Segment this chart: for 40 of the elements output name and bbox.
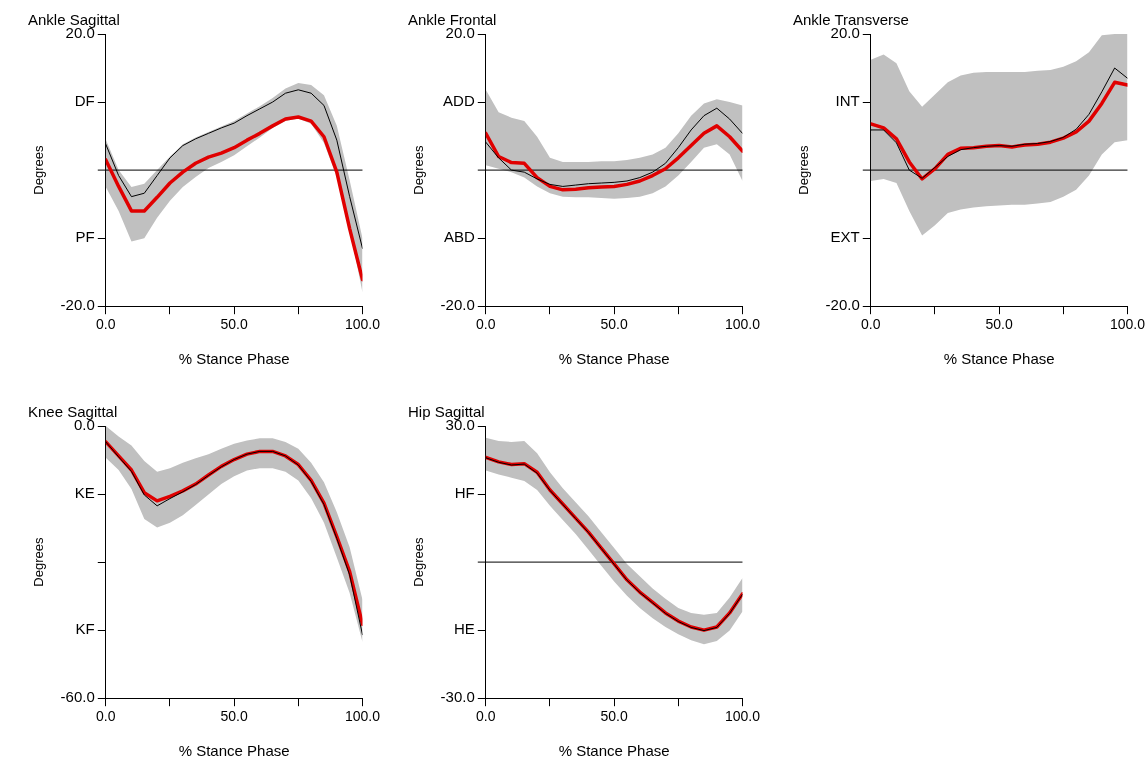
x-tick-label: 50.0: [220, 316, 248, 333]
x-tick-label: 100.0: [1109, 316, 1145, 333]
x-tick-label: 0.0: [476, 316, 496, 333]
y-tick-label: KF: [75, 620, 95, 638]
y-tick-label: HE: [453, 620, 475, 638]
y-tick-label: EXT: [830, 228, 860, 246]
x-tick-label: 100.0: [724, 316, 761, 333]
y-axis-title: Degrees: [411, 145, 427, 195]
x-axis-title: % Stance Phase: [558, 350, 670, 368]
x-tick-label: 50.0: [985, 316, 1013, 333]
x-tick-label: 0.0: [476, 708, 496, 725]
y-tick-label: -20.0: [60, 296, 95, 314]
x-axis-title: % Stance Phase: [558, 742, 670, 760]
x-axis-title: % Stance Phase: [178, 350, 290, 368]
x-tick-label: 100.0: [724, 708, 761, 725]
y-tick-label: HF: [454, 484, 475, 502]
y-tick-label: ADD: [443, 92, 475, 110]
y-tick-label: DF: [74, 92, 95, 110]
x-tick-label: 100.0: [344, 708, 381, 725]
x-axis-title: % Stance Phase: [943, 350, 1055, 368]
x-axis-title: % Stance Phase: [178, 742, 290, 760]
y-axis-title: Degrees: [796, 145, 812, 195]
y-tick-label: KE: [74, 484, 95, 502]
y-tick-label: ABD: [443, 228, 475, 246]
x-tick-label: 0.0: [861, 316, 881, 333]
y-tick-label: INT: [835, 92, 860, 110]
x-tick-label: 50.0: [600, 316, 628, 333]
y-axis-title: Degrees: [31, 145, 47, 195]
x-tick-label: 0.0: [96, 316, 116, 333]
x-tick-label: 100.0: [344, 316, 381, 333]
x-tick-label: 50.0: [220, 708, 248, 725]
y-axis-title: Degrees: [31, 537, 47, 587]
y-tick-label: -60.0: [60, 688, 95, 706]
y-tick-label: -30.0: [440, 688, 475, 706]
x-tick-label: 0.0: [96, 708, 116, 725]
x-tick-label: 50.0: [600, 708, 628, 725]
y-tick-label: -20.0: [825, 296, 860, 314]
y-tick-label: -20.0: [440, 296, 475, 314]
y-axis-title: Degrees: [411, 537, 427, 587]
y-tick-label: PF: [75, 228, 95, 246]
